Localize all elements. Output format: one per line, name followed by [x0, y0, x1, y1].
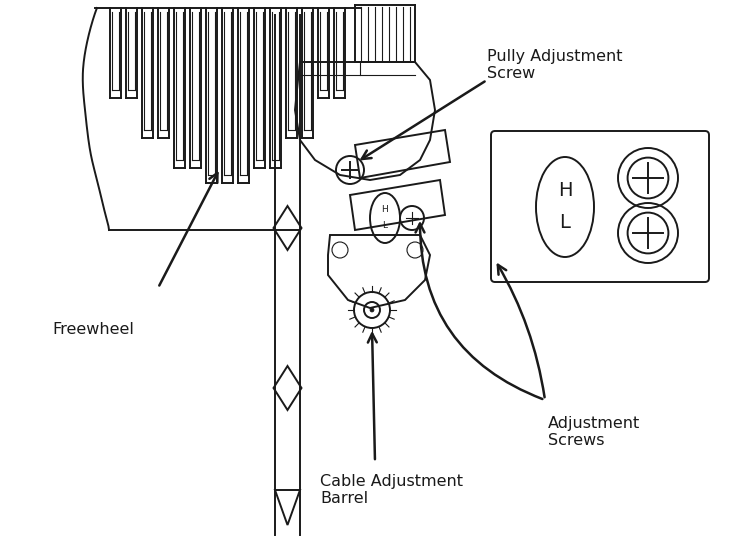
Text: L: L	[382, 222, 388, 230]
Circle shape	[370, 308, 374, 312]
Text: Cable Adjustment
Barrel: Cable Adjustment Barrel	[320, 474, 463, 506]
Text: Pully Adjustment
Screw: Pully Adjustment Screw	[487, 49, 622, 81]
Text: L: L	[560, 214, 571, 232]
Text: H: H	[558, 181, 572, 201]
Text: H: H	[382, 206, 388, 215]
Text: Freewheel: Freewheel	[52, 322, 134, 337]
Text: Adjustment
Screws: Adjustment Screws	[548, 416, 640, 448]
